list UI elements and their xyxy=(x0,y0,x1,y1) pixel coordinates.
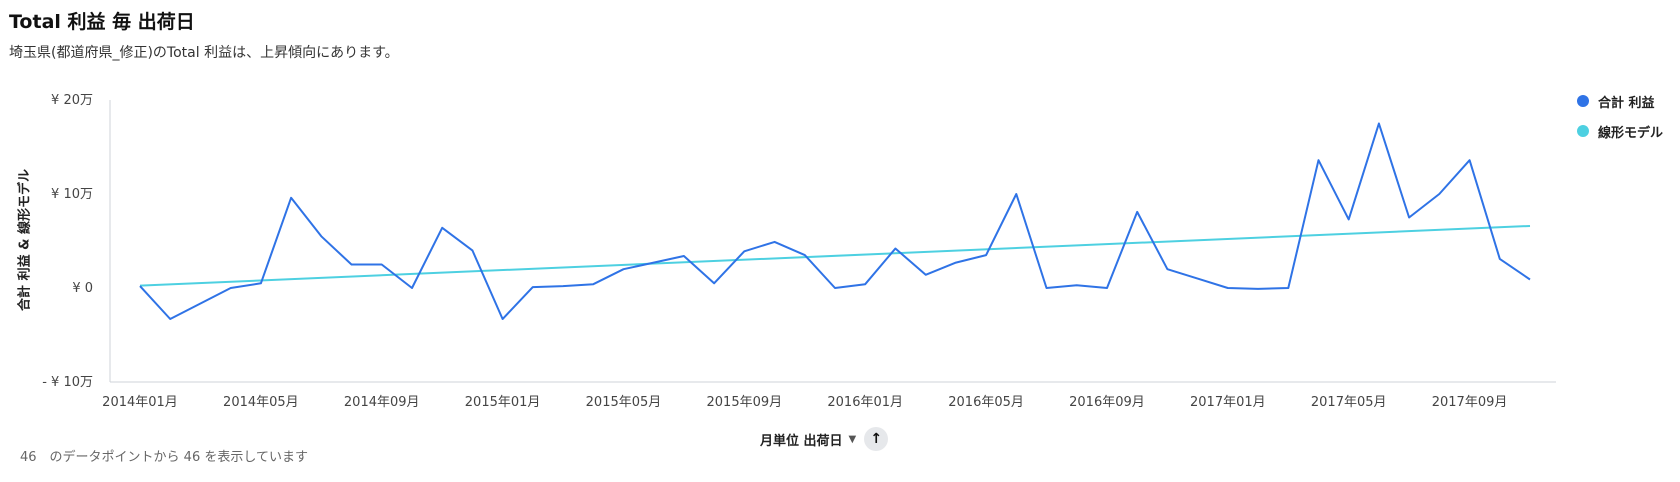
y-tick-label: ¥ 0 xyxy=(72,281,93,296)
x-tick-label: 2014年09月 xyxy=(344,395,420,410)
x-tick-label: 2016年05月 xyxy=(948,395,1024,410)
x-tick-label: 2017年09月 xyxy=(1432,395,1508,410)
data-point[interactable] xyxy=(711,280,717,286)
x-tick-label: 2015年05月 xyxy=(586,395,662,410)
data-point[interactable] xyxy=(1376,121,1382,127)
data-point[interactable] xyxy=(1044,285,1050,291)
legend-item-profit[interactable]: 合計 利益 xyxy=(1577,86,1663,116)
data-point[interactable] xyxy=(1346,216,1352,222)
data-point[interactable] xyxy=(1074,282,1080,288)
legend-dot-model xyxy=(1577,125,1589,137)
legend-dot-profit xyxy=(1577,95,1589,107)
y-axis-title[interactable]: 合計 利益 & 線形モデル xyxy=(17,169,33,311)
legend-label-profit: 合計 利益 xyxy=(1598,95,1655,111)
data-point[interactable] xyxy=(1104,285,1110,291)
data-point[interactable] xyxy=(560,283,566,289)
legend-label-model: 線形モデル xyxy=(1598,125,1664,141)
y-axis-title-wrap: 合計 利益 & 線形モデル xyxy=(14,155,33,325)
x-tick-label: 2015年09月 xyxy=(707,395,783,410)
data-point[interactable] xyxy=(862,281,868,287)
chart-title: Total 利益 毎 出荷日 xyxy=(9,11,195,33)
legend-item-model[interactable]: 線形モデル xyxy=(1577,116,1663,146)
data-point[interactable] xyxy=(318,233,324,239)
data-point[interactable] xyxy=(500,316,506,322)
x-axis-title[interactable]: 月単位 出荷日 xyxy=(760,433,843,449)
data-point[interactable] xyxy=(590,281,596,287)
data-point[interactable] xyxy=(137,283,143,289)
arrow-up-icon: ↑ xyxy=(870,431,883,447)
data-point[interactable] xyxy=(892,246,898,252)
legend: 合計 利益 線形モデル xyxy=(1577,86,1663,146)
x-tick-label: 2017年01月 xyxy=(1190,395,1266,410)
data-point[interactable] xyxy=(1255,286,1261,292)
data-point[interactable] xyxy=(651,260,657,266)
data-point-count: 46 のデータポイントから 46 を表示しています xyxy=(20,450,308,465)
data-point[interactable] xyxy=(1164,266,1170,272)
data-point[interactable] xyxy=(1225,285,1231,291)
y-axis-ticks: ¥ 20万 ¥ 10万 ¥ 0 - ¥ 10万 xyxy=(42,93,93,390)
data-point[interactable] xyxy=(741,248,747,254)
data-point[interactable] xyxy=(409,285,415,291)
data-point[interactable] xyxy=(1527,277,1533,283)
data-point[interactable] xyxy=(530,284,536,290)
data-point[interactable] xyxy=(620,266,626,272)
data-point[interactable] xyxy=(1195,276,1201,282)
data-point[interactable] xyxy=(228,285,234,291)
x-axis-ticks: 2014年01月 2014年05月 2014年09月 2015年01月 2015年05月… xyxy=(102,395,1507,410)
data-point[interactable] xyxy=(1134,209,1140,215)
chart-subtitle: 埼玉県(都道府県_修正)のTotal 利益は、上昇傾向にあります。 xyxy=(9,45,399,61)
y-tick-label: ¥ 20万 xyxy=(51,93,93,108)
data-point[interactable] xyxy=(1013,191,1019,197)
data-point[interactable] xyxy=(288,195,294,201)
data-point[interactable] xyxy=(832,285,838,291)
data-point[interactable] xyxy=(379,262,385,268)
x-tick-label: 2014年01月 xyxy=(102,395,178,410)
data-point[interactable] xyxy=(469,247,475,253)
data-point[interactable] xyxy=(953,260,959,266)
x-tick-label: 2016年09月 xyxy=(1069,395,1145,410)
y-tick-label: - ¥ 10万 xyxy=(42,375,93,390)
series-line-profit[interactable] xyxy=(139,122,1531,320)
data-point[interactable] xyxy=(1467,157,1473,163)
y-tick-label: ¥ 10万 xyxy=(51,187,93,202)
x-tick-label: 2017年05月 xyxy=(1311,395,1387,410)
data-point[interactable] xyxy=(258,280,264,286)
data-point[interactable] xyxy=(1497,256,1503,262)
data-point[interactable] xyxy=(167,316,173,322)
data-point[interactable] xyxy=(772,239,778,245)
caret-down-icon[interactable]: ▼ xyxy=(848,433,857,445)
x-tick-label: 2014年05月 xyxy=(223,395,299,410)
data-point[interactable] xyxy=(923,272,929,278)
data-point[interactable] xyxy=(1436,191,1442,197)
data-point[interactable] xyxy=(439,225,445,231)
series-line-model[interactable] xyxy=(139,224,1531,287)
data-point[interactable] xyxy=(1406,215,1412,221)
data-point[interactable] xyxy=(349,262,355,268)
data-point[interactable] xyxy=(1285,285,1291,291)
sort-ascending-button[interactable]: ↑ xyxy=(864,427,889,451)
data-point[interactable] xyxy=(983,252,989,258)
x-tick-label: 2016年01月 xyxy=(827,395,903,410)
x-tick-label: 2015年01月 xyxy=(465,395,541,410)
x-axis-title-group: 月単位 出荷日 ▼ ↑ xyxy=(760,427,889,451)
data-point[interactable] xyxy=(802,252,808,258)
series-layer xyxy=(137,121,1533,322)
data-point[interactable] xyxy=(681,253,687,259)
data-point[interactable] xyxy=(1315,157,1321,163)
